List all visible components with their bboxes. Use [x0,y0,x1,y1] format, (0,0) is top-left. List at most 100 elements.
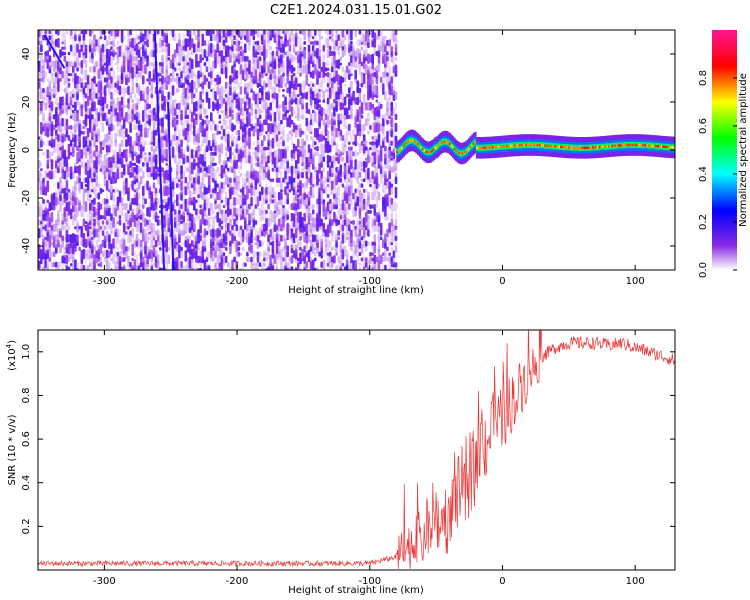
heatmap-cell [48,229,52,237]
heatmap-cell [375,50,379,57]
heatmap-cell [237,165,241,175]
heatmap-cell [297,194,300,198]
heatmap-cell [227,50,230,57]
heatmap-cell [390,151,394,157]
heatmap-cell [108,217,111,228]
heatmap-cell [286,72,289,77]
heatmap-cell [231,110,234,114]
heatmap-cell [78,76,81,84]
heatmap-cell [65,254,69,265]
heatmap-cell [297,50,300,57]
heatmap-cell [265,231,268,235]
heatmap-cell [224,246,228,251]
heatmap-cell [382,188,385,193]
heatmap-cell [333,45,336,52]
heatmap-cell [188,123,192,132]
heatmap-cell [112,101,115,111]
heatmap-cell [229,266,232,270]
heatmap-cell [184,127,188,138]
heatmap-cell [227,82,230,89]
heatmap-cell [244,230,247,236]
heatmap-cell [116,228,120,238]
heatmap-cell [99,69,103,80]
heatmap-cell [254,266,258,270]
heatmap-cell [167,91,171,100]
heatmap-cell [341,117,345,127]
heatmap-cell [339,120,343,125]
heatmap-cell [61,118,64,127]
heatmap-cell [220,250,224,258]
heatmap-cell [256,128,260,137]
heatmap-cell [203,202,207,211]
heatmap-cell [195,172,198,178]
heatmap-cell [127,227,130,239]
heatmap-cell [328,92,332,99]
heatmap-cell [369,177,372,183]
heatmap-cell [343,233,347,244]
heatmap-cell [193,93,196,99]
heatmap-cell [91,151,94,157]
heatmap-cell [218,46,222,51]
heatmap-cell [326,140,330,146]
heatmap-cell [101,161,105,168]
heatmap-cell [390,157,394,161]
heatmap-cell [360,192,364,200]
heatmap-cell [139,135,143,141]
heatmap-cell [150,109,154,114]
heatmap-cell [280,104,283,109]
heatmap-cell [86,234,90,242]
heatmap-cell [69,215,73,220]
heatmap-cell [388,149,391,159]
heatmap-cell [358,49,362,58]
heatmap-cell [333,40,336,46]
heatmap-cell [348,87,351,94]
heatmap-cell [150,131,154,135]
heatmap-cell [182,56,185,62]
heatmap-cell [205,230,209,236]
heatmap-cell [184,114,188,120]
heatmap-cell [333,197,336,206]
heatmap-cell [345,198,349,204]
heatmap-cell [188,160,192,169]
heatmap-cell [44,185,47,196]
heatmap-cell [67,78,71,82]
heatmap-cell [38,160,41,169]
heatmap-cell [345,132,349,144]
heatmap-cell [112,81,115,90]
heatmap-cell [186,119,190,125]
heatmap-cell [322,44,326,52]
heatmap-cell [186,257,190,262]
heatmap-cell [390,76,394,84]
heatmap-cell [82,218,86,227]
heatmap-cell [218,32,222,43]
heatmap-cell [61,255,64,264]
heatmap-cell [133,214,137,220]
heatmap-cell [320,134,323,142]
heatmap-cell [273,58,277,70]
heatmap-cell [229,54,232,63]
heatmap-cell [229,35,232,40]
heatmap-cell [267,76,270,83]
heatmap-cell [299,254,302,265]
heatmap-cell [46,86,50,95]
heatmap-cell [365,140,368,147]
heatmap-cell [82,159,86,170]
heatmap-cell [301,193,304,200]
heatmap-cell [384,197,387,206]
heatmap-cell [91,240,94,247]
heatmap-cell [263,262,266,267]
heatmap-cell [63,263,67,267]
heatmap-cell [269,64,272,75]
heatmap-cell [86,152,90,156]
heatmap-cell [282,94,285,98]
heatmap-cell [201,203,205,211]
heatmap-cell [303,188,306,194]
heatmap-cell [137,238,141,249]
heatmap-cell [203,184,207,188]
heatmap-cell [161,39,164,47]
heatmap-cell [331,112,334,122]
heatmap-cell [110,257,113,262]
heatmap-cell [233,256,236,263]
heatmap-cell [371,72,374,77]
heatmap-cell [110,120,113,124]
